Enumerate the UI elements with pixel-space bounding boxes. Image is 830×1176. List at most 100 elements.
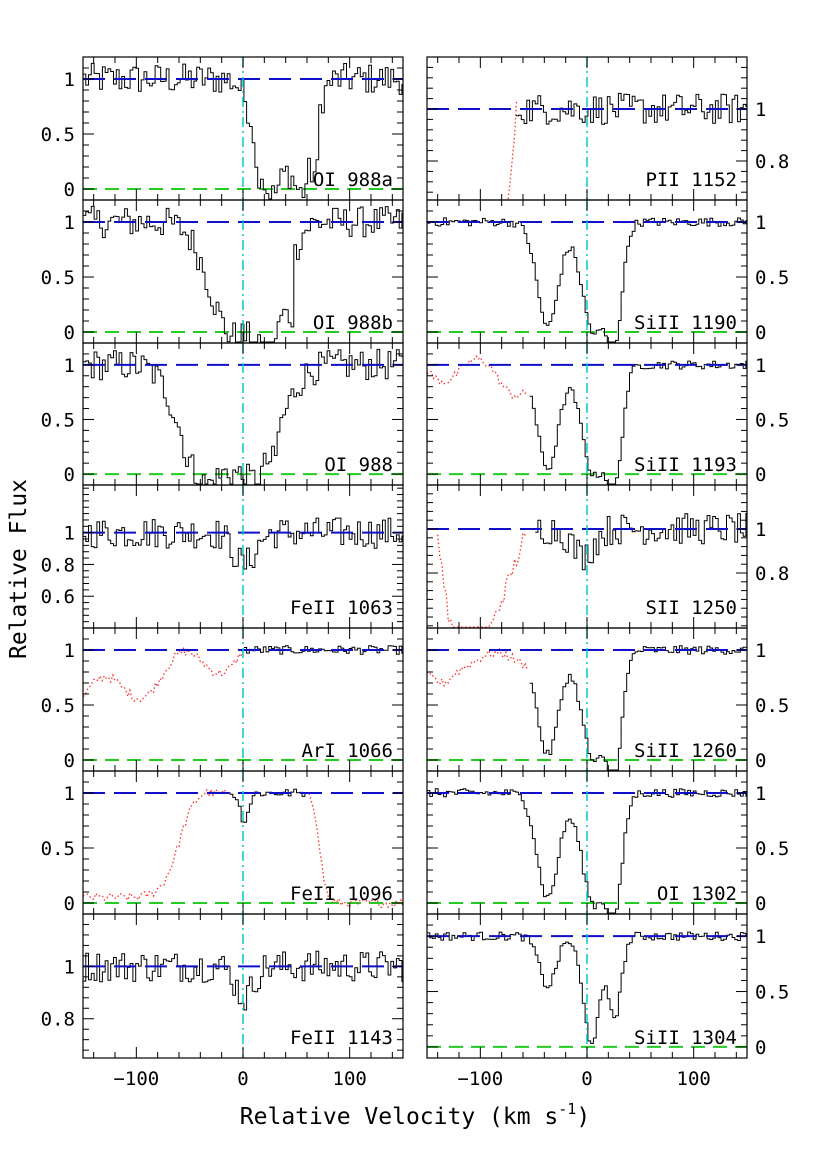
y-tick-label: 0 <box>755 893 766 915</box>
spectrum-line <box>427 788 747 914</box>
y-tick-label: 1 <box>755 99 766 121</box>
blend-profile <box>427 647 528 688</box>
blend-profile <box>83 787 403 909</box>
y-tick-label: 1 <box>64 640 75 662</box>
y-tick-label: 1 <box>64 956 75 978</box>
y-tick-label: 1 <box>64 523 75 545</box>
y-tick-label: 0.5 <box>755 838 789 860</box>
blend-profile <box>437 531 528 628</box>
spectrum-line <box>227 788 308 823</box>
panel-label: FeII 1143 <box>290 1027 393 1049</box>
panel-label: OI 988a <box>313 169 393 191</box>
y-tick-label: 0.5 <box>755 409 789 431</box>
panel-plot-area <box>427 914 747 1058</box>
panel-siii-1304: 0 0.5 1 SiII 1304 −100 0 100 <box>426 913 789 1090</box>
panel-pii-1152: 0.8 1 PII 1152 <box>426 56 789 201</box>
y-tick-label: 1 <box>755 519 766 541</box>
y-tick-label: 1 <box>64 783 75 805</box>
panel-siii-1260: 0 0.5 1 SiII 1260 <box>426 627 789 772</box>
y-tick-label: 0.5 <box>41 124 75 146</box>
y-tick-label: 0 <box>755 750 766 772</box>
panel-oi-1302: 0 0.5 1 OI 1302 <box>426 770 789 915</box>
y-tick-label: 0.5 <box>41 409 75 431</box>
x-tick-label: 100 <box>677 1068 711 1090</box>
y-tick-label: 0 <box>755 1037 766 1059</box>
panel-label: SiII 1193 <box>634 454 737 476</box>
y-tick-label: 0.6 <box>41 586 75 608</box>
y-tick-label: 1 <box>755 926 766 948</box>
spectrum-line <box>83 517 403 570</box>
panel-label: OI 988 <box>324 454 393 476</box>
panel-label: SII 1250 <box>645 597 737 619</box>
panel-ari-1066: 0 0.5 1 ArI 1066 <box>41 627 404 772</box>
x-tick-label: −100 <box>457 1068 503 1090</box>
y-tick-label: 0 <box>755 464 766 486</box>
y-tick-label: 0.5 <box>755 267 789 289</box>
panel-siii-1193: 0 0.5 1 SiII 1193 <box>426 342 789 486</box>
spectrum-line <box>515 92 747 125</box>
y-tick-label: 1 <box>755 355 766 377</box>
blend-profile <box>427 354 528 400</box>
y-tick-label: 0.8 <box>41 554 75 576</box>
panel-label: SiII 1304 <box>634 1027 737 1049</box>
y-tick-label: 0.5 <box>41 267 75 289</box>
panel-plot-area <box>83 485 403 628</box>
y-axis-title: Relative Flux <box>6 479 32 659</box>
panel-siii-1190: 0 0.5 1 SiII 1190 <box>426 199 789 344</box>
y-tick-label: 0.5 <box>755 982 789 1004</box>
panel-feii-1143: 0.8 1 FeII 1143 −100 0 100 <box>41 913 404 1090</box>
spectrum-line <box>427 931 747 1044</box>
panel-label: SiII 1190 <box>634 312 737 334</box>
y-tick-label: 0 <box>755 322 766 344</box>
spectrum-line <box>243 645 403 655</box>
blend-profile <box>83 646 244 703</box>
spectrum-line <box>427 217 747 343</box>
x-tick-label: −100 <box>113 1068 159 1090</box>
y-tick-label: 1 <box>64 212 75 234</box>
spectrum-line <box>529 645 747 771</box>
y-tick-label: 0 <box>64 750 75 772</box>
y-tick-label: 0.8 <box>755 563 789 585</box>
y-tick-label: 0.5 <box>41 838 75 860</box>
x-axis-title: Relative Velocity (km s-1) <box>240 1100 590 1130</box>
y-tick-label: 1 <box>755 212 766 234</box>
x-axis-title-close: ) <box>576 1104 590 1130</box>
panel-oi-988a: 0 0.5 1 OI 988a <box>41 56 404 201</box>
y-tick-label: 0.5 <box>755 695 789 717</box>
spectrum-line <box>83 348 403 485</box>
y-tick-label: 0.8 <box>755 151 789 173</box>
panel-oi-988b: 0 0.5 1 OI 988b <box>41 199 404 344</box>
y-tick-label: 0 <box>64 322 75 344</box>
x-tick-label: 0 <box>581 1068 592 1090</box>
x-axis-title-main: Relative Velocity (km s <box>240 1104 559 1130</box>
panel-sii-1250: 0.8 1 SII 1250 <box>426 484 789 629</box>
y-tick-label: 0 <box>64 893 75 915</box>
y-tick-label: 1 <box>755 640 766 662</box>
panel-label: PII 1152 <box>645 169 737 191</box>
panel-feii-1096: 0 0.5 1 FeII 1096 <box>41 770 404 915</box>
y-tick-label: 0.8 <box>41 1009 75 1031</box>
y-tick-label: 1 <box>755 783 766 805</box>
y-tick-label: 0.5 <box>41 695 75 717</box>
y-tick-label: 0 <box>64 179 75 201</box>
x-tick-label: 0 <box>237 1068 248 1090</box>
panel-label: FeII 1063 <box>290 597 393 619</box>
spectrum-line <box>535 512 747 571</box>
panel-label: FeII 1096 <box>290 883 393 905</box>
panel-label: OI 1302 <box>657 883 737 905</box>
panel-plot-area <box>83 914 403 1058</box>
y-tick-label: 1 <box>64 69 75 91</box>
panel-label: SiII 1260 <box>634 740 737 762</box>
panel-plot-area <box>427 57 747 200</box>
spectrum-line <box>83 950 403 1011</box>
y-tick-label: 1 <box>64 355 75 377</box>
panel-label: OI 988b <box>313 312 393 334</box>
x-axis-title-sup: -1 <box>558 1100 576 1118</box>
blend-profile <box>507 100 518 200</box>
panel-feii-1063: 0.6 0.8 1 FeII 1063 <box>41 484 404 629</box>
spectrum-line <box>83 62 403 200</box>
y-tick-label: 0 <box>64 464 75 486</box>
panel-oi-988: 0 0.5 1 OI 988 <box>41 342 404 486</box>
